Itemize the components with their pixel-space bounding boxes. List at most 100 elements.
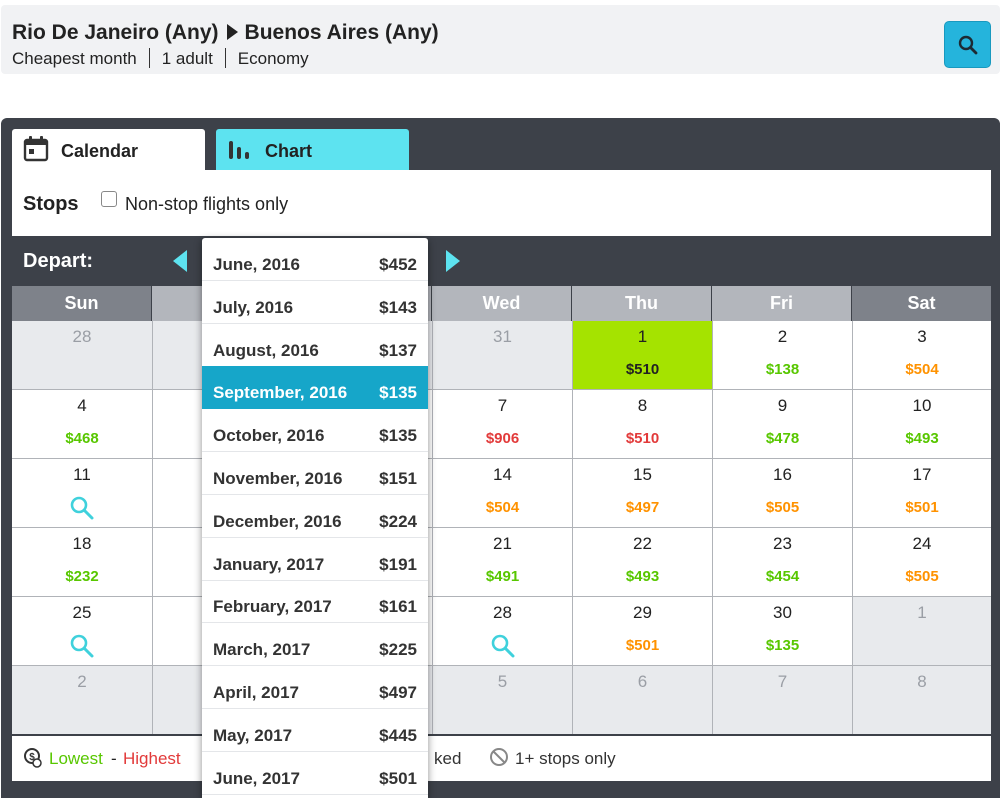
month-dropdown[interactable]: June, 2016 $452 July, 2016 $143 August, 2016…: [202, 238, 428, 798]
weekday-header-row: SunMonTueWedThuFriSat: [12, 286, 991, 321]
day-number: 28: [72, 327, 92, 346]
month-option-price: $161: [379, 597, 417, 617]
day-price: $501: [625, 637, 660, 654]
calendar-day-cell[interactable]: 30 $135: [713, 597, 852, 665]
calendar-day-cell[interactable]: 11: [12, 459, 152, 527]
origin-city: Rio De Janeiro (Any): [12, 21, 219, 44]
search-price-icon[interactable]: [69, 633, 95, 664]
day-number: 2: [77, 672, 87, 691]
day-number: 15: [633, 465, 652, 484]
day-number: 9: [777, 396, 788, 415]
calendar-day-cell: 31: [433, 321, 572, 389]
nonstop-checkbox-label[interactable]: Non-stop flights only: [125, 194, 289, 214]
calendar-day-cell[interactable]: 10 $493: [853, 390, 991, 458]
calendar-day-cell: 28: [12, 321, 152, 389]
calendar-day-cell[interactable]: 1 $510: [573, 321, 712, 389]
month-option[interactable]: March, 2017 $225: [202, 623, 428, 667]
weekday-sat: Sat: [852, 286, 991, 321]
calendar-day-cell: 2: [12, 666, 152, 734]
day-number: 8: [917, 672, 927, 691]
day-number: 29: [633, 603, 652, 622]
calendar-day-cell[interactable]: 14 $504: [433, 459, 572, 527]
calendar-day-cell[interactable]: 23 $454: [713, 528, 852, 596]
month-option[interactable]: August, 2016 $137: [202, 324, 428, 367]
calendar-day-cell[interactable]: 24 $505: [853, 528, 991, 596]
calendar-day-cell: 6: [573, 666, 712, 734]
search-price-icon[interactable]: [69, 495, 95, 526]
month-option-price: $497: [379, 683, 417, 702]
month-option-label: June, 2016: [213, 255, 300, 274]
calendar-day-cell[interactable]: 9 $478: [713, 390, 852, 458]
day-number: 2: [777, 327, 788, 346]
prev-month-arrow-icon[interactable]: [173, 250, 187, 272]
month-option[interactable]: January, 2017 $191: [202, 538, 428, 581]
day-price: $510: [625, 430, 660, 447]
month-option[interactable]: July, 2016 $143: [202, 281, 428, 324]
month-option-label: December, 2016: [213, 511, 342, 531]
month-option[interactable]: February, 2017 $161: [202, 580, 428, 624]
price-legend: $ Lowest - Highest ked 1+ stops only: [12, 736, 991, 781]
calendar-day-cell[interactable]: 17 $501: [853, 459, 991, 527]
month-option-price: $143: [379, 297, 417, 317]
weekday-thu: Thu: [572, 286, 711, 321]
month-option-price: $191: [379, 554, 417, 574]
month-option[interactable]: June, 2016 $452: [202, 238, 428, 281]
weekday-fri: Fri: [712, 286, 851, 321]
month-option[interactable]: May, 2017 $445: [202, 709, 428, 752]
day-price: $505: [905, 568, 939, 585]
day-number: 16: [773, 465, 792, 484]
depart-label: Depart:: [23, 250, 94, 272]
month-option[interactable]: April, 2017 $497: [202, 666, 428, 709]
day-number: 6: [637, 672, 648, 691]
day-number: 5: [497, 672, 508, 691]
tab-calendar[interactable]: Calendar: [12, 129, 205, 170]
tab-chart[interactable]: Chart: [216, 129, 409, 170]
calendar-day-cell[interactable]: 15 $497: [573, 459, 712, 527]
coin-icon: $: [24, 748, 42, 768]
day-number: 30: [773, 603, 792, 622]
month-option[interactable]: December, 2016 $224: [202, 495, 428, 538]
month-option[interactable]: September, 2016 $135: [202, 366, 428, 410]
calendar-day-cell[interactable]: 2 $138: [713, 321, 852, 389]
calendar-day-cell[interactable]: 7 $906: [433, 390, 572, 458]
day-number: 4: [77, 396, 87, 415]
month-option-label: May, 2017: [213, 725, 293, 745]
search-button[interactable]: [944, 21, 991, 68]
legend-highest: Highest: [123, 749, 181, 768]
calendar-day-cell[interactable]: 21 $491: [433, 528, 572, 596]
calendar-day-cell[interactable]: 22 $493: [573, 528, 712, 596]
tab-calendar-label: Calendar: [61, 141, 139, 161]
calendar-day-cell[interactable]: 16 $505: [713, 459, 852, 527]
day-number: 10: [912, 396, 932, 415]
calendar-day-cell[interactable]: 3 $504: [853, 321, 991, 389]
calendar-day-cell[interactable]: 4 $468: [12, 390, 152, 458]
day-number: 22: [633, 534, 652, 553]
day-number: 7: [497, 396, 508, 415]
day-price: $135: [765, 637, 800, 654]
month-option[interactable]: October, 2016 $135: [202, 409, 428, 453]
day-price: $454: [765, 568, 800, 585]
passenger-count: 1 adult: [161, 49, 213, 68]
month-option[interactable]: June, 2017 $501: [202, 752, 428, 795]
legend-booked-text: ked: [434, 749, 462, 768]
day-price: $491: [485, 568, 520, 585]
month-option-label: September, 2016: [213, 383, 348, 403]
day-price: $138: [765, 361, 800, 378]
day-number: 31: [493, 327, 512, 346]
next-month-arrow-icon[interactable]: [446, 250, 460, 272]
date-mode: Cheapest month: [12, 49, 137, 68]
month-option[interactable]: November, 2016 $151: [202, 452, 428, 495]
tab-chart-label: Chart: [265, 141, 313, 161]
destination-city: Buenos Aires (Any): [244, 21, 439, 44]
svg-text:$: $: [29, 752, 35, 763]
calendar-day-cell[interactable]: 18 $232: [12, 528, 152, 596]
calendar-day-cell[interactable]: 29 $501: [573, 597, 712, 665]
search-price-icon[interactable]: [490, 633, 516, 664]
month-option-label: March, 2017: [213, 640, 311, 660]
calendar-day-cell[interactable]: 8 $510: [573, 390, 712, 458]
calendar-day-cell[interactable]: 28: [433, 597, 572, 665]
calendar-day-cell[interactable]: 25: [12, 597, 152, 665]
calendar-day-cell: 7: [713, 666, 852, 734]
day-price: $497: [625, 499, 660, 516]
nonstop-checkbox[interactable]: [101, 191, 117, 207]
